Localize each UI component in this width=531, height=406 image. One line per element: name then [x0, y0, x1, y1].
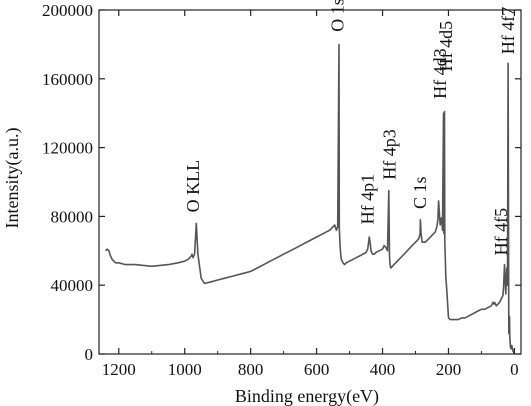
peak-label: Hf 4d3: [430, 48, 450, 99]
y-tick-label: 0: [85, 345, 94, 364]
plot-frame: [98, 9, 522, 355]
peak-label: O 1s: [328, 0, 348, 32]
x-tick-label: 600: [304, 360, 330, 379]
y-tick-label: 40000: [51, 276, 94, 295]
x-tick-label: 200: [436, 360, 462, 379]
peak-label: O KLL: [183, 160, 203, 213]
plot-area: [98, 9, 522, 355]
peak-label: Hf 4p3: [380, 129, 400, 180]
x-tick-label: 1200: [102, 360, 136, 379]
y-tick-label: 120000: [42, 139, 93, 158]
y-axis-title: Intensity(a.u.): [2, 128, 23, 229]
peak-label: Hf 4d5: [436, 21, 456, 72]
x-tick-label: 0: [510, 360, 519, 379]
peak-label: Hf 4f5: [491, 208, 511, 256]
spectrum-series-line: [105, 43, 516, 355]
x-axis-title: Binding energy(eV): [235, 386, 379, 406]
spectrum-line-layer: [105, 43, 516, 355]
y-tick-label: 80000: [51, 207, 94, 226]
tick-layer: 1200 1000 800 600 400 200 0 0 40000 80000 120000 16…: [42, 1, 521, 379]
y-tick-label: 160000: [42, 70, 93, 89]
x-tick-label: 400: [370, 360, 396, 379]
x-tick-label: 800: [238, 360, 264, 379]
y-tick-label: 200000: [42, 1, 93, 20]
peak-label: Hf 4f7: [498, 7, 518, 55]
peak-label: C 1s: [410, 176, 430, 209]
peak-label: Hf 4p1: [358, 174, 378, 225]
x-tick-label: 1000: [168, 360, 202, 379]
